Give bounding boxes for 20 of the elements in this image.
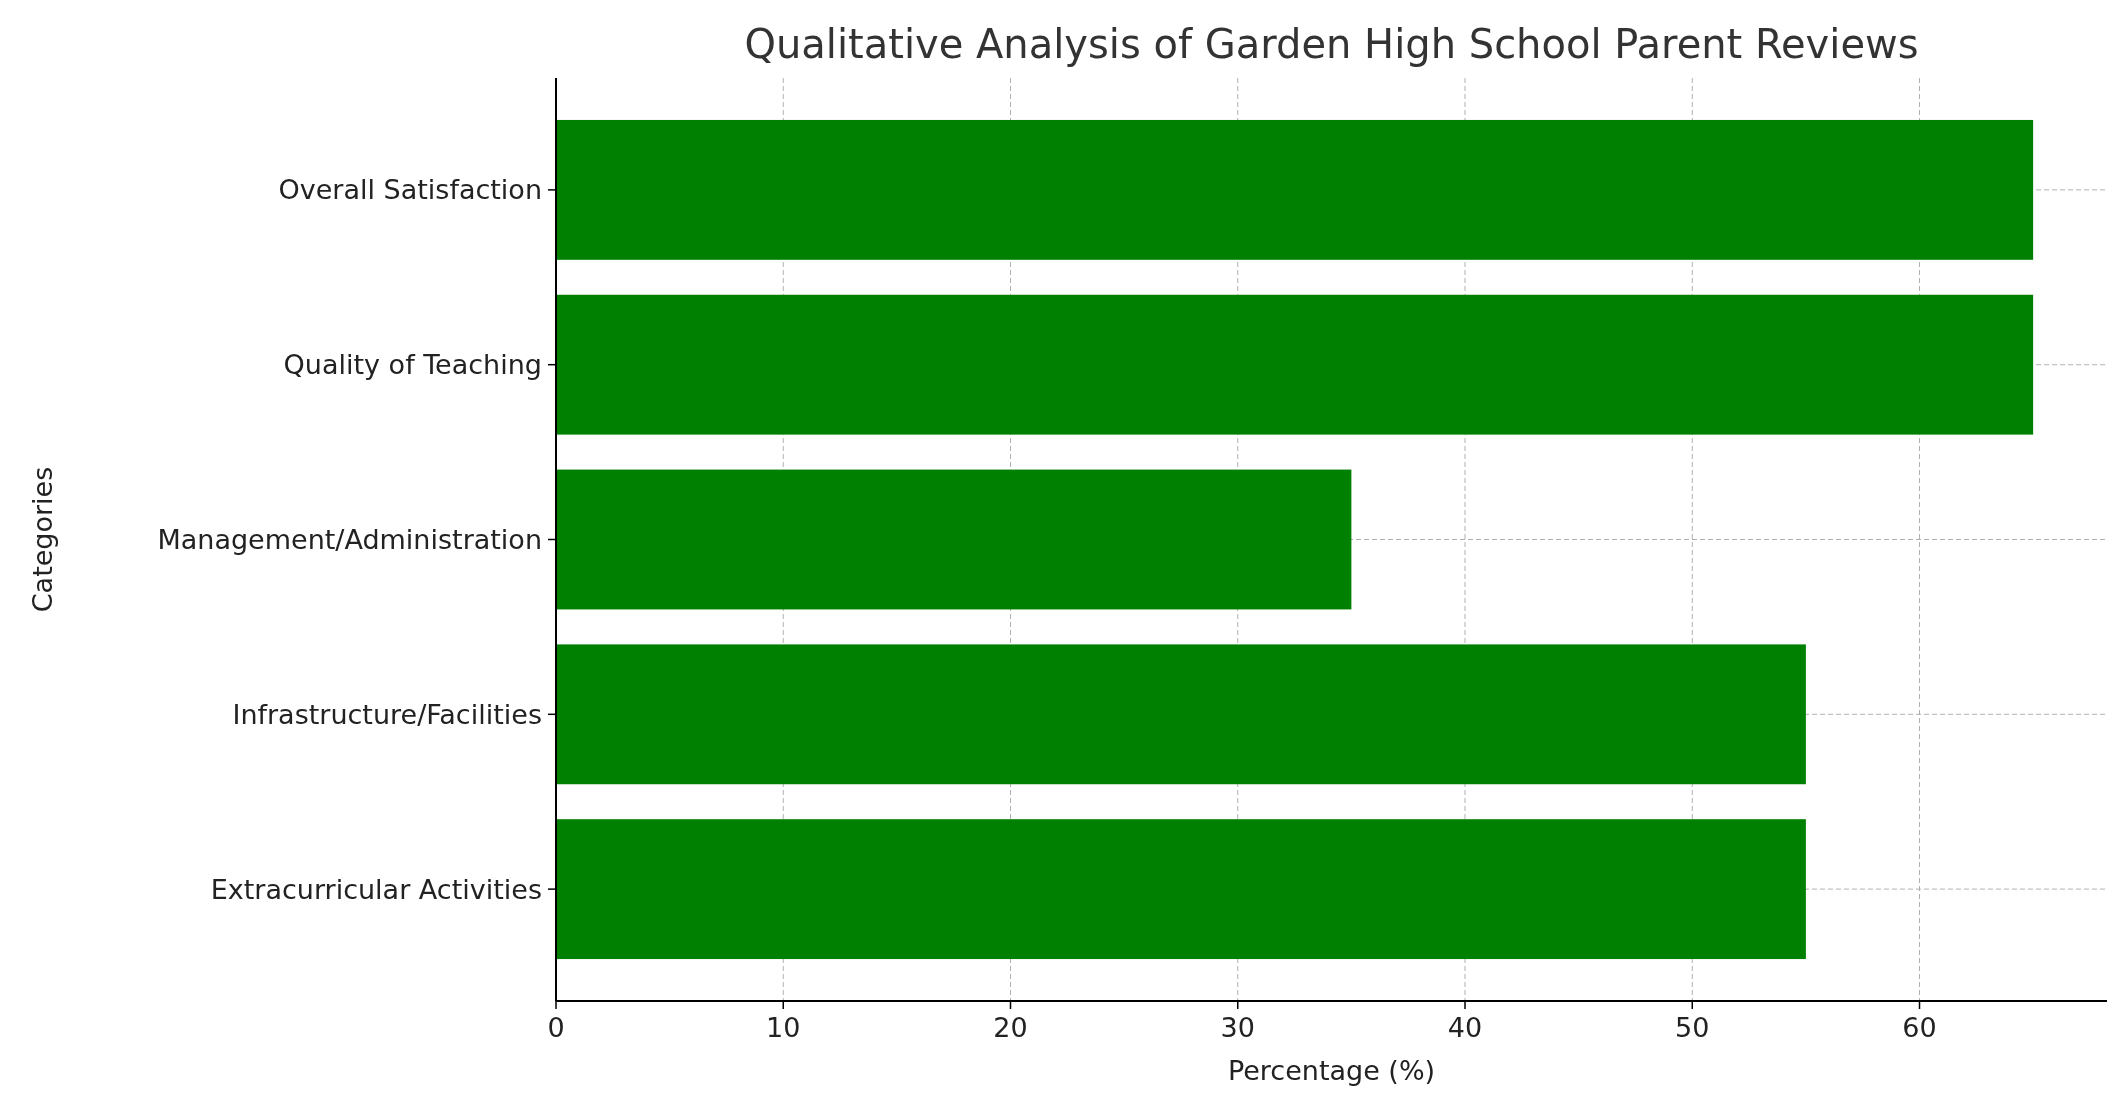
y-tick-label: Management/Administration (157, 523, 542, 555)
bar (556, 294, 2034, 435)
bar (556, 469, 1352, 610)
x-tick-label: 20 (993, 1012, 1028, 1043)
x-tick-label: 50 (1675, 1012, 1710, 1043)
y-tick-label: Overall Satisfaction (278, 174, 542, 206)
bar (556, 644, 1806, 785)
y-tick-label: Extracurricular Activities (210, 873, 542, 905)
bar (556, 819, 1806, 960)
x-tick-label: 0 (547, 1012, 565, 1043)
y-tick-label: Infrastructure/Facilities (232, 698, 542, 730)
x-tick-label: 40 (1447, 1012, 1483, 1043)
x-tick-label: 30 (1220, 1012, 1255, 1043)
x-axis-title: Percentage (%) (1227, 1055, 1436, 1086)
bar (556, 119, 2034, 260)
y-axis-title: Categories (27, 466, 58, 613)
chart-title: Qualitative Analysis of Garden High School Parent Reviews (744, 21, 1919, 67)
y-tick-label: Quality of Teaching (283, 349, 542, 381)
x-tick-label: 60 (1902, 1012, 1937, 1043)
x-tick-label: 10 (766, 1012, 801, 1043)
